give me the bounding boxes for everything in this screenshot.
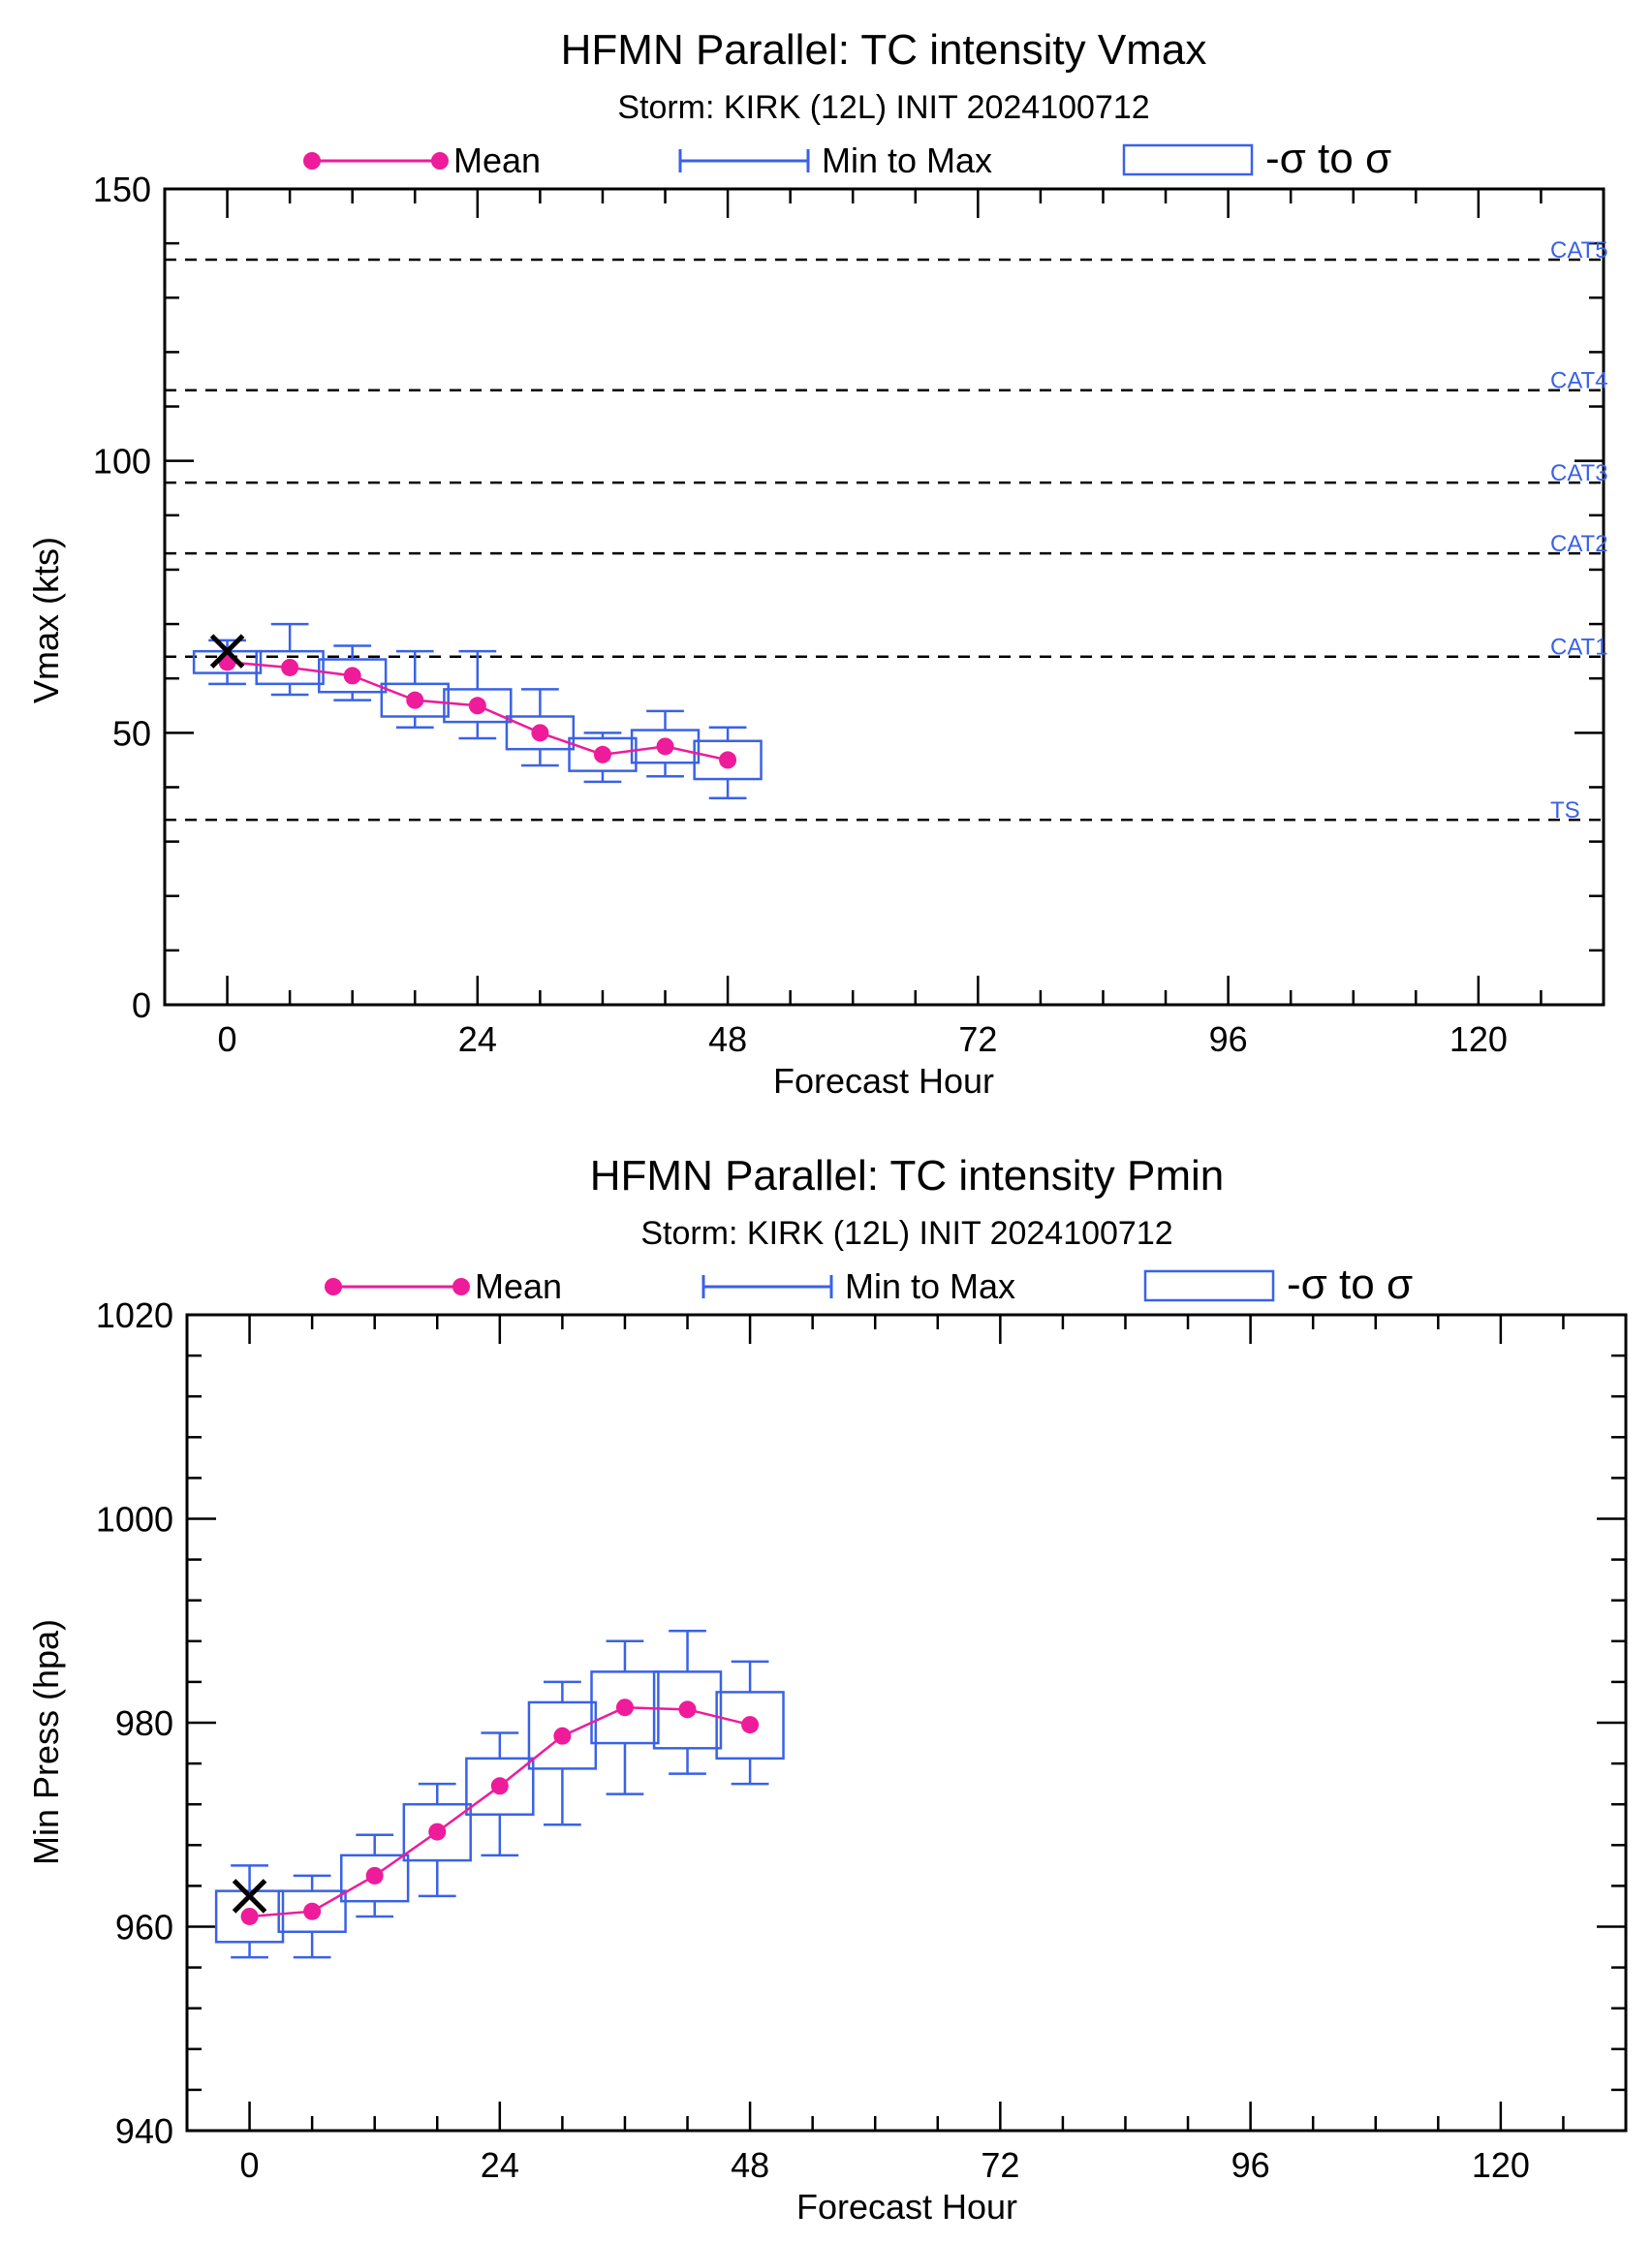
mean-point xyxy=(281,658,299,676)
mean-point xyxy=(490,1777,509,1795)
sigma-box xyxy=(277,1889,347,1934)
mean-point xyxy=(719,751,737,769)
mean-point xyxy=(593,745,611,764)
sigma-box xyxy=(255,649,325,686)
legend-sigma-label: -σ to σ xyxy=(1265,135,1391,182)
mean-point xyxy=(468,697,486,715)
threshold-label-cat3: CAT3 xyxy=(1550,460,1608,486)
legend-mean-marker xyxy=(325,1278,342,1295)
sigma-box xyxy=(527,1700,598,1770)
sigma-box xyxy=(214,1889,285,1944)
vmax-plot-area: 0 50 100 150 0 24 48 72 96 120 CAT5 CAT4 CAT3 CAT2 CAT… xyxy=(93,170,1608,1059)
x-tick-label: 72 xyxy=(958,1019,997,1059)
threshold-label-cat4: CAT4 xyxy=(1550,368,1608,394)
vmax-panel: HFMN Parallel: TC intensity Vmax Storm: … xyxy=(26,26,1608,1101)
vmax-chart-title: HFMN Parallel: TC intensity Vmax xyxy=(561,26,1207,74)
y-tick-label: 960 xyxy=(115,1908,173,1948)
sigma-box xyxy=(380,682,450,718)
sigma-box xyxy=(652,1670,723,1750)
x-tick-label: 96 xyxy=(1209,1019,1248,1059)
legend-mean-marker xyxy=(431,152,449,170)
y-tick-label: 150 xyxy=(93,170,151,209)
sigma-box xyxy=(465,1757,535,1816)
legend-minmax-label: Min to Max xyxy=(845,1266,1015,1306)
x-tick-label: 0 xyxy=(240,2145,260,2185)
legend-sigma-box xyxy=(1143,1269,1275,1302)
sigma-box xyxy=(340,1854,410,1903)
y-tick-label: 1000 xyxy=(96,1500,173,1540)
mean-point xyxy=(365,1866,384,1885)
legend-minmax-label: Min to Max xyxy=(822,140,992,180)
pmin-legend: Mean Min to Max -σ to σ xyxy=(325,1261,1413,1308)
x-tick-label: 24 xyxy=(458,1019,497,1059)
sigma-box xyxy=(505,715,576,751)
mean-point xyxy=(343,667,361,685)
y-tick-label: 0 xyxy=(132,985,151,1025)
observed-marker-stroke xyxy=(209,634,245,669)
sigma-box xyxy=(443,688,513,724)
vmax-legend: Mean Min to Max -σ to σ xyxy=(303,135,1391,182)
sigma-box xyxy=(402,1802,472,1862)
legend-mean-marker xyxy=(303,152,321,170)
mean-point xyxy=(741,1716,760,1734)
plot-frame xyxy=(185,1313,1628,2133)
x-tick-label: 48 xyxy=(708,1019,747,1059)
mean-point xyxy=(553,1727,572,1745)
y-tick-label: 940 xyxy=(115,2111,173,2151)
mean-point xyxy=(428,1823,447,1841)
sigma-box xyxy=(630,729,701,764)
observed-marker-stroke xyxy=(232,1879,267,1914)
sigma-box xyxy=(693,739,763,781)
pmin-y-axis-label: Min Press (hpa) xyxy=(26,1619,66,1865)
legend-mean-label: Mean xyxy=(475,1266,562,1306)
x-tick-label: 0 xyxy=(218,1019,237,1059)
x-tick-label: 24 xyxy=(481,2145,519,2185)
y-tick-label: 50 xyxy=(112,713,151,753)
sigma-box xyxy=(568,736,638,772)
sigma-box xyxy=(715,1691,785,1761)
y-tick-label: 1020 xyxy=(96,1295,173,1335)
mean-point xyxy=(406,691,424,709)
y-tick-label: 100 xyxy=(93,442,151,482)
threshold-label-cat2: CAT2 xyxy=(1550,531,1608,557)
legend-mean-label: Mean xyxy=(453,140,541,180)
threshold-label-cat5: CAT5 xyxy=(1550,237,1608,264)
sigma-box xyxy=(318,658,388,694)
x-tick-label: 96 xyxy=(1231,2145,1270,2185)
pmin-x-axis-label: Forecast Hour xyxy=(796,2187,1017,2227)
threshold-label-cat1: CAT1 xyxy=(1550,635,1608,661)
vmax-chart-subtitle: Storm: KIRK (12L) INIT 2024100712 xyxy=(617,89,1149,126)
mean-point xyxy=(240,1907,259,1925)
pmin-panel: HFMN Parallel: TC intensity Pmin Storm: … xyxy=(26,1152,1628,2227)
x-tick-label: 120 xyxy=(1472,2145,1530,2185)
pmin-chart-subtitle: Storm: KIRK (12L) INIT 2024100712 xyxy=(640,1215,1172,1252)
legend-mean-marker xyxy=(452,1278,470,1295)
mean-point xyxy=(615,1699,634,1717)
x-tick-label: 48 xyxy=(731,2145,769,2185)
vmax-x-axis-label: Forecast Hour xyxy=(773,1061,994,1101)
legend-sigma-label: -σ to σ xyxy=(1287,1261,1413,1308)
pmin-plot-area: 940 960 980 1000 1020 0 24 48 72 96 120 xyxy=(96,1295,1628,2185)
x-tick-label: 72 xyxy=(981,2145,1019,2185)
threshold-label-ts: TS xyxy=(1550,797,1580,824)
mean-point xyxy=(656,737,674,756)
x-tick-label: 120 xyxy=(1449,1019,1508,1059)
vmax-y-axis-label: Vmax (kts) xyxy=(26,537,66,703)
plot-frame xyxy=(163,187,1605,1007)
legend-sigma-box xyxy=(1122,143,1254,176)
y-tick-label: 980 xyxy=(115,1703,173,1743)
mean-point xyxy=(678,1700,697,1719)
pmin-chart-title: HFMN Parallel: TC intensity Pmin xyxy=(590,1152,1224,1200)
mean-point xyxy=(303,1902,322,1920)
mean-point xyxy=(531,724,549,742)
